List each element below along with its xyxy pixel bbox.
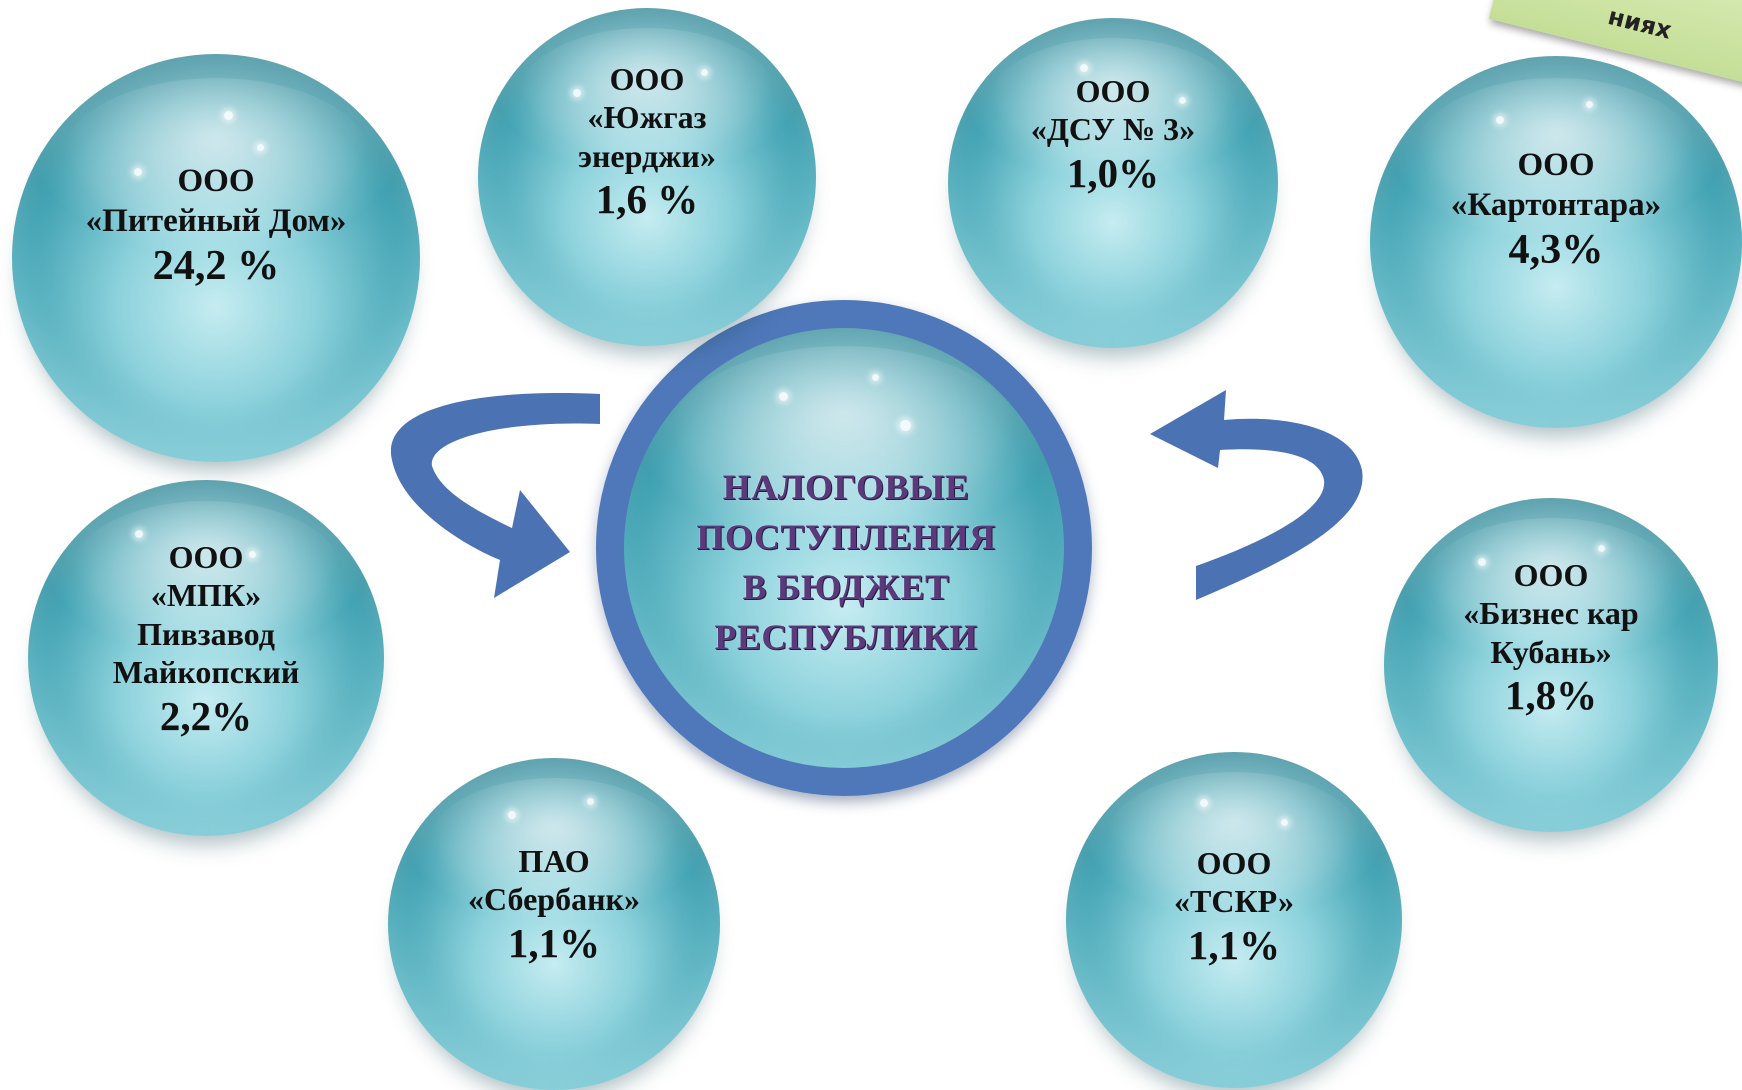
sphere-glare — [1106, 772, 1362, 907]
company-line: ООО — [1513, 557, 1589, 593]
sphere-sparkle — [1200, 799, 1209, 808]
company-line: Майкопский — [112, 654, 300, 691]
right-curved-arrow — [1150, 390, 1363, 600]
sphere-sparkle — [1179, 97, 1186, 105]
company-line: ПАО — [518, 843, 590, 879]
sphere-glare — [1414, 78, 1698, 228]
company-label: ООО «Картонтара» 4,3% — [1370, 146, 1742, 276]
sphere-kartontara: ООО «Картонтара» 4,3% — [1370, 56, 1742, 428]
company-label: ООО «Бизнес кар Кубань» 1,8% — [1384, 556, 1718, 720]
company-share: 2,2% — [159, 692, 253, 739]
center-title: НАЛОГОВЫЕ ПОСТУПЛЕНИЯ В БЮДЖЕТ РЕСПУБЛИК… — [640, 462, 1052, 662]
company-line: ООО — [609, 61, 685, 97]
company-line: «Питейный Дом» — [85, 202, 347, 239]
sphere-tskr: ООО «ТСКР» 1,1% — [1066, 752, 1402, 1088]
company-share: 1,1% — [1187, 921, 1281, 968]
sphere-sparkle — [1477, 558, 1486, 567]
sphere-sberbank: ПАО «Сбербанк» 1,1% — [388, 758, 720, 1090]
company-line: «МПК» — [150, 577, 262, 614]
company-share: 1,6 % — [595, 176, 699, 223]
company-label: ООО «Южгаз энерджи» 1,6 % — [478, 60, 816, 224]
sphere-piteyny-dom: ООО «Питейный Дом» 24,2 % — [12, 54, 420, 462]
sphere-dsu3: ООО «ДСУ № 3» 1,0% — [948, 18, 1278, 348]
company-line: «ТСКР» — [1174, 883, 1294, 920]
company-line: «Бизнес кар — [1463, 595, 1639, 632]
center-title-line: ПОСТУПЛЕНИЯ — [696, 517, 996, 557]
sphere-glare — [70, 501, 342, 644]
company-line: «Сбербанк» — [468, 881, 640, 918]
sphere-sparkle — [1496, 115, 1505, 124]
sphere-mpk: ООО «МПК» Пивзавод Майкопский 2,2% — [28, 480, 384, 836]
left-curved-arrow — [390, 393, 600, 598]
sphere-sparkle — [572, 89, 581, 98]
company-line: ООО — [1075, 73, 1151, 109]
company-line: ООО — [177, 163, 255, 199]
sphere-glare — [1424, 518, 1678, 652]
company-line: «ДСУ № 3» — [1030, 111, 1196, 148]
sphere-sparkle — [224, 111, 234, 121]
company-label: ООО «Питейный Дом» 24,2 % — [12, 162, 420, 292]
company-line: ООО — [168, 539, 244, 575]
sphere-sparkle — [134, 529, 143, 538]
company-share: 24,2 % — [152, 242, 280, 290]
center-title-line: НАЛОГОВЫЕ — [722, 467, 970, 507]
sphere-sparkle — [256, 143, 264, 151]
company-line: «Картонтара» — [1450, 186, 1662, 223]
company-label: ООО «ТСКР» 1,1% — [1066, 844, 1402, 970]
sphere-glare — [518, 28, 776, 164]
sphere-yuzhgaz: ООО «Южгаз энерджи» 1,6 % — [478, 8, 816, 346]
sphere-sparkle — [1080, 64, 1088, 73]
sphere-sparkle — [1281, 819, 1289, 827]
sphere-glare — [427, 777, 681, 911]
sphere-sparkle — [507, 811, 516, 820]
sphere-glare — [60, 78, 372, 242]
sphere-sparkle — [134, 168, 143, 177]
company-line: ООО — [1517, 147, 1595, 183]
company-share: 1,1% — [507, 919, 601, 966]
company-line: Кубань» — [1490, 633, 1612, 670]
company-label: ООО «МПК» Пивзавод Майкопский 2,2% — [28, 538, 384, 741]
sphere-biznes-kar: ООО «Бизнес кар Кубань» 1,8% — [1384, 498, 1718, 832]
company-line: «Южгаз — [587, 99, 707, 136]
company-label: ООО «ДСУ № 3» 1,0% — [948, 72, 1278, 198]
company-line: энерджи» — [578, 137, 716, 174]
company-line: ООО — [1196, 845, 1272, 881]
company-label: ПАО «Сбербанк» 1,1% — [388, 842, 720, 968]
sphere-sparkle — [587, 797, 595, 805]
company-share: 1,8% — [1504, 672, 1598, 719]
sphere-glare — [987, 37, 1239, 170]
company-line: Пивзавод — [137, 615, 275, 652]
sphere-sparkle — [248, 551, 256, 559]
center-title-line: В БЮДЖЕТ — [742, 567, 950, 607]
sphere-sparkle — [701, 68, 709, 76]
company-share: 1,0% — [1066, 149, 1160, 196]
center-title-line: РЕСПУБЛИКИ — [714, 617, 978, 657]
sphere-sparkle — [1585, 100, 1593, 108]
sphere-sparkle — [1597, 544, 1605, 552]
company-share: 4,3% — [1508, 226, 1604, 274]
